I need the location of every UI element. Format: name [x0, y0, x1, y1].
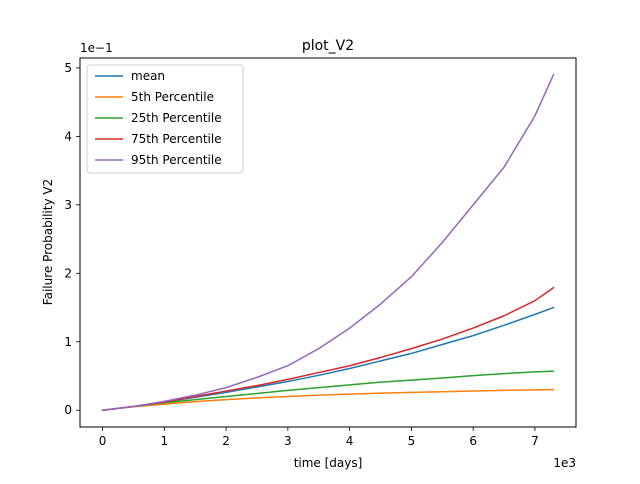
y-tick-label: 1: [64, 335, 72, 349]
y-tick-label: 4: [64, 129, 72, 143]
x-tick-label: 3: [284, 434, 292, 448]
legend-label-0: mean: [131, 69, 165, 83]
x-axis-offset-label: 1e3: [553, 456, 576, 470]
x-axis-label: time [days]: [294, 456, 363, 470]
series-line-2: [101, 370, 555, 412]
y-tick-label: 2: [64, 266, 72, 280]
y-tick-label: 5: [64, 61, 72, 75]
x-tick-label: 0: [99, 434, 107, 448]
x-tick-label: 6: [469, 434, 477, 448]
x-tick-label: 1: [160, 434, 168, 448]
x-tick-label: 4: [346, 434, 354, 448]
legend-label-4: 95th Percentile: [131, 153, 222, 167]
y-tick-label: 0: [64, 403, 72, 417]
x-tick-label: 5: [408, 434, 416, 448]
legend-box: [86, 64, 244, 174]
series-line-3: [101, 286, 555, 412]
series-line-4: [101, 73, 555, 412]
series-lines: [101, 73, 555, 412]
legend-label-2: 25th Percentile: [131, 111, 222, 125]
legend-label-3: 75th Percentile: [131, 132, 222, 146]
legend-label-1: 5th Percentile: [131, 90, 214, 104]
y-axis-label: Failure Probability V2: [41, 179, 55, 305]
legend: mean 5th Percentile 25th Percentile 75th Pe…: [86, 64, 244, 174]
axes-frame: [79, 57, 577, 428]
x-tick-label: 2: [222, 434, 230, 448]
chart-title: plot_V2: [302, 38, 354, 54]
y-axis-ticks: 0 1 2 3 4 5: [64, 61, 80, 417]
series-line-1: [101, 388, 555, 412]
x-tick-label: 7: [531, 434, 539, 448]
y-axis-offset-label: 1e−1: [80, 41, 113, 55]
y-tick-label: 3: [64, 198, 72, 212]
x-axis-ticks: 0 1 2 3 4 5 6 7: [99, 427, 539, 448]
